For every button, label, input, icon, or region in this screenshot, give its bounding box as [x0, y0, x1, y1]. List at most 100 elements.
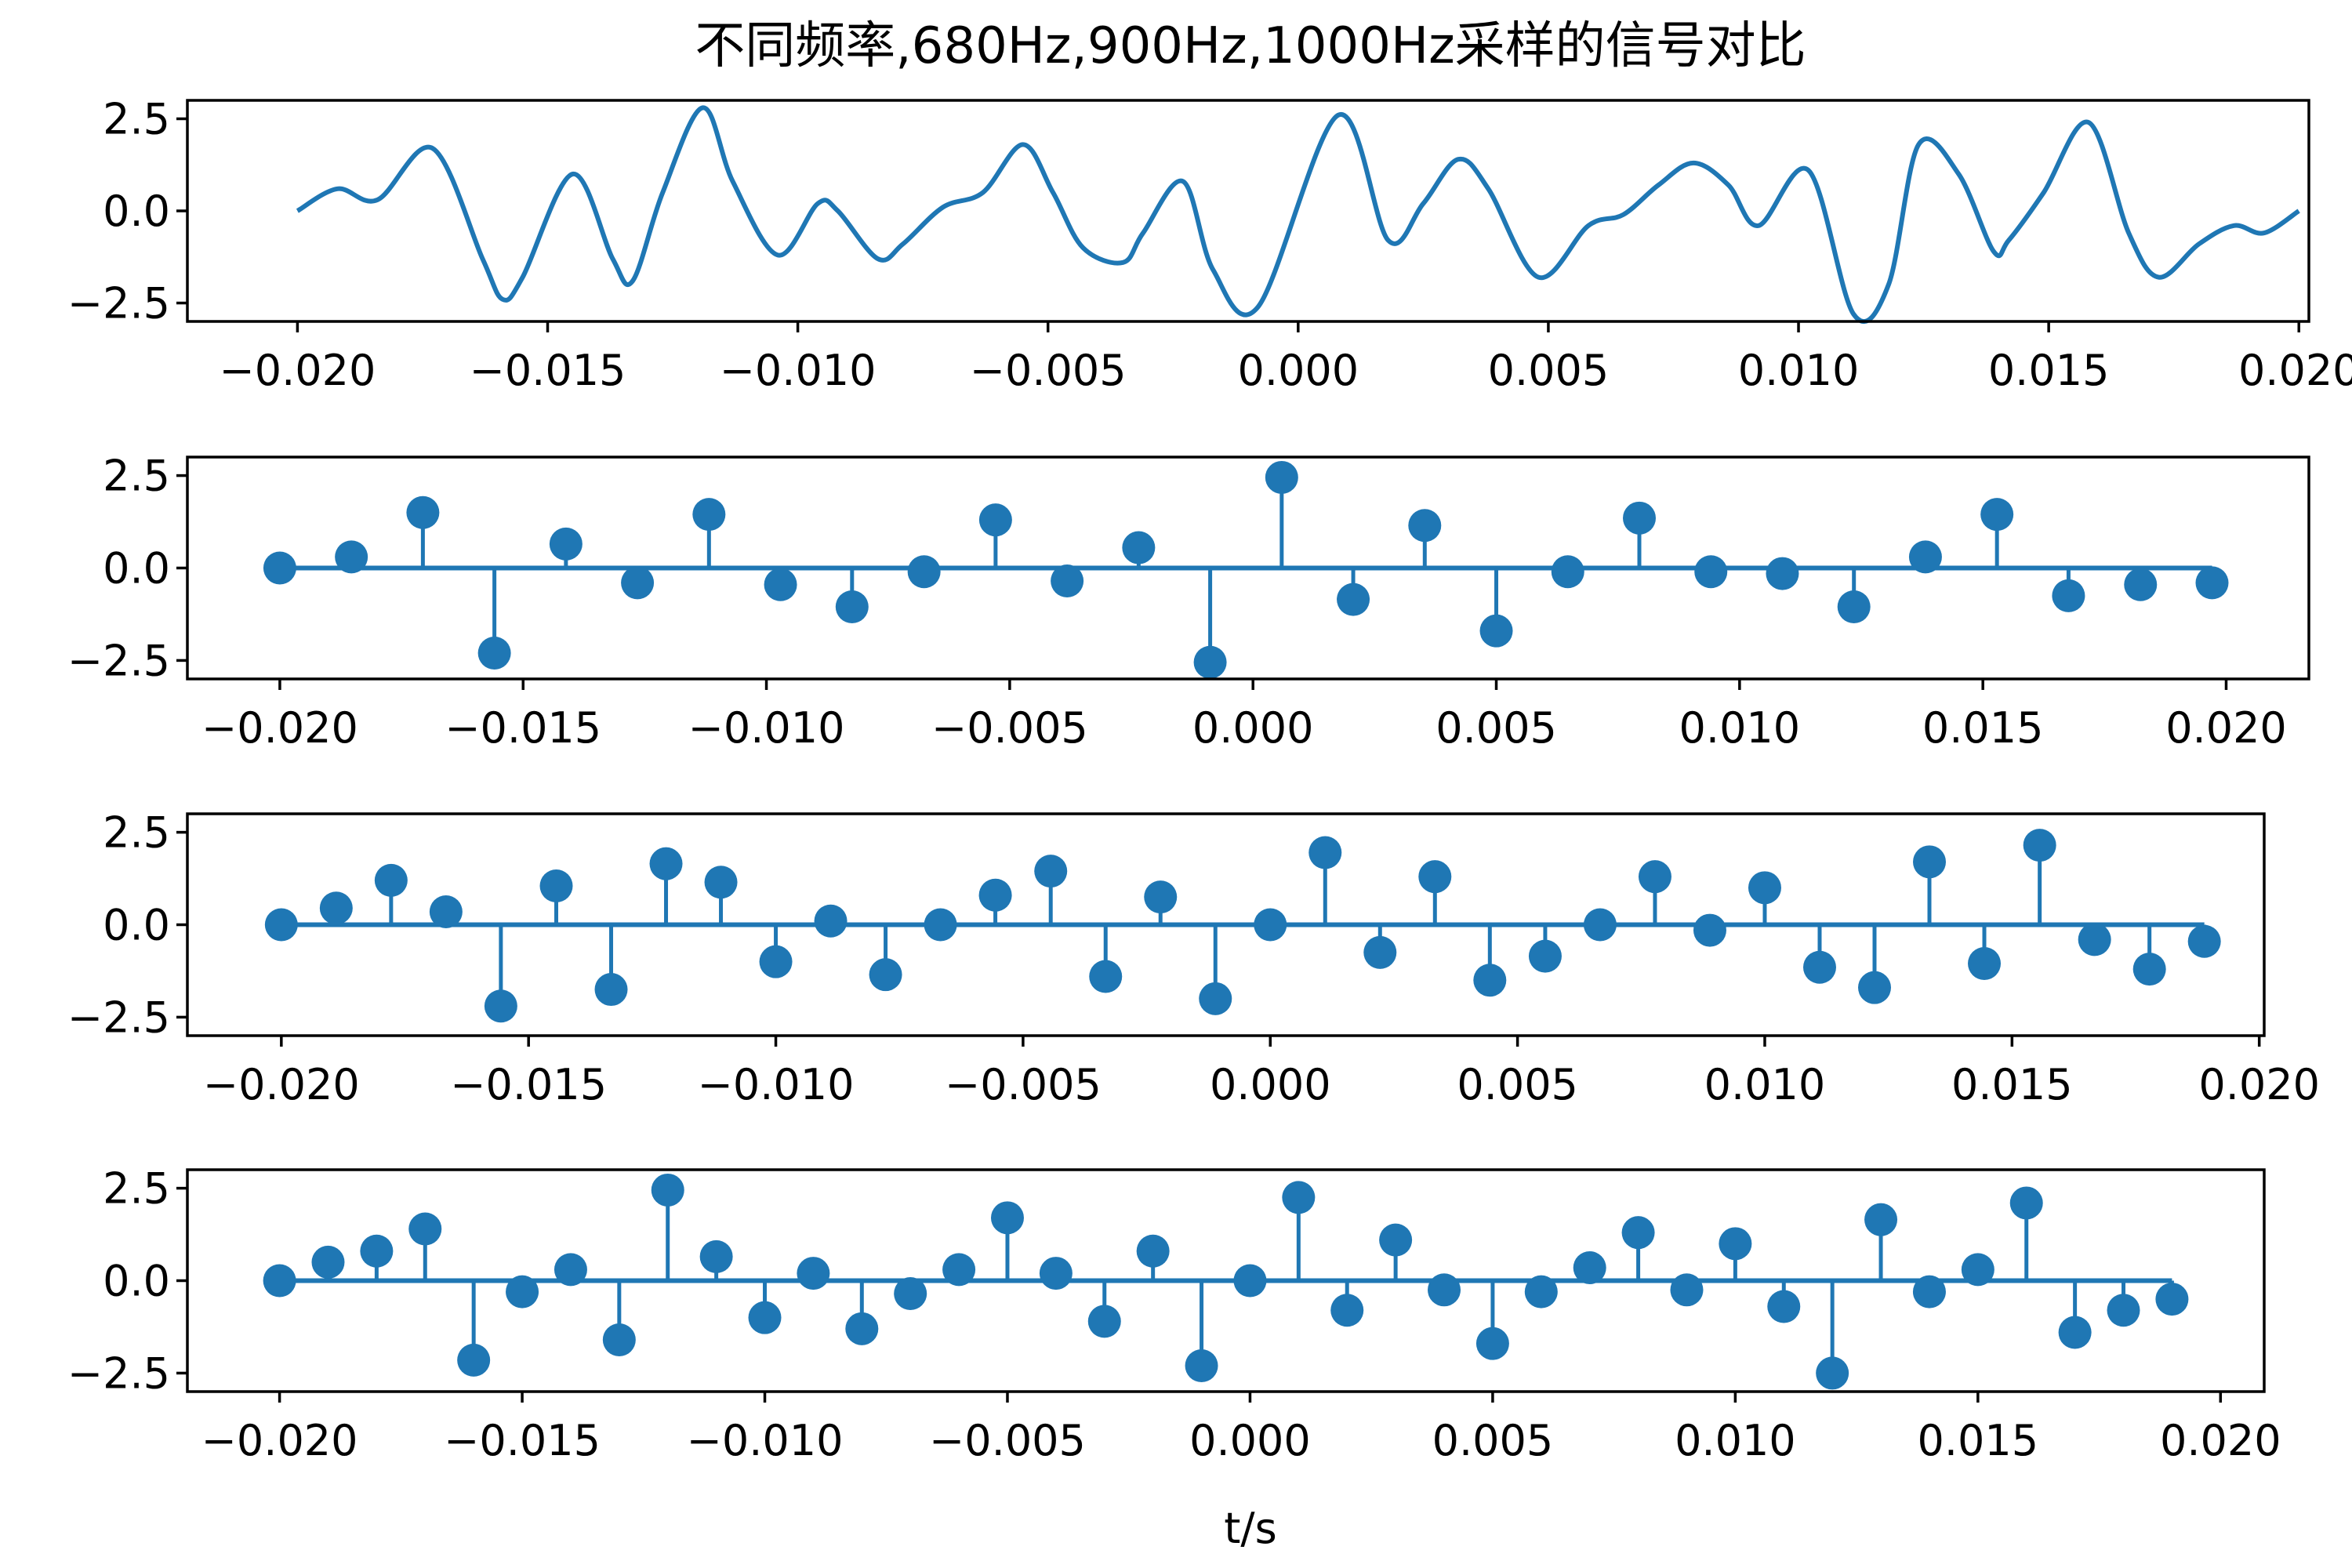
stem-marker [1089, 960, 1123, 993]
stem-marker [549, 527, 583, 561]
x-tick-label: −0.020 [201, 1416, 358, 1465]
stem-marker [621, 566, 655, 600]
stem-marker [2078, 923, 2111, 956]
stem-marker [406, 495, 440, 529]
subplot-2: −0.020 −0.015 −0.010 −0.005 0.000 0.005 0.010 0… [67, 452, 2310, 753]
y-tick-label: 2.5 [103, 808, 170, 858]
subplot-3: −0.020 −0.015 −0.010 −0.005 0.000 0.005 0.010 0… [67, 808, 2320, 1109]
stem-marker [602, 1323, 636, 1356]
stem-marker [506, 1275, 539, 1308]
stem-marker [1039, 1257, 1073, 1290]
stem-marker [1254, 908, 1287, 942]
stem-marker [1528, 939, 1562, 973]
stem-marker [2023, 829, 2056, 862]
x-tick-label: 0.005 [1457, 1060, 1578, 1109]
stem-marker [2124, 568, 2158, 601]
x-tick-label: −0.010 [687, 1416, 844, 1465]
stem-marker [1583, 908, 1617, 942]
stem-marker [1185, 1348, 1218, 1382]
stem-marker [1912, 1275, 1946, 1308]
x-tick-label: −0.020 [219, 346, 376, 395]
stem-marker [1087, 1305, 1121, 1338]
signal-line [296, 105, 2300, 324]
stem-marker [1968, 947, 2002, 981]
stem-marker [1408, 509, 1442, 543]
stem-marker [1837, 590, 1871, 624]
stem-marker [1573, 1250, 1606, 1284]
stem-marker [484, 989, 517, 1023]
y-tick-label: 0.0 [103, 544, 170, 593]
stem-marker [429, 895, 463, 928]
stem-marker [360, 1234, 394, 1268]
stem-marker [764, 568, 797, 601]
stem-marker [477, 636, 511, 670]
stem-marker [835, 590, 869, 624]
stem-marker [1363, 935, 1397, 969]
x-tick-label: −0.005 [929, 1416, 1086, 1465]
stem-marker [797, 1257, 830, 1290]
stem-marker [1308, 836, 1342, 869]
y-tick-label: 0.0 [103, 901, 170, 950]
stem-marker [907, 555, 941, 589]
stem-marker [1766, 557, 1799, 590]
stem-marker [1379, 1223, 1413, 1257]
y-tick-label: 2.5 [103, 95, 170, 144]
stem-marker [651, 1173, 684, 1207]
x-tick-label: 0.015 [1988, 346, 2110, 395]
x-tick-label: 0.000 [1192, 703, 1314, 753]
stem-marker [1864, 1203, 1898, 1236]
y-tick-label: 2.5 [103, 1164, 170, 1214]
y-tick-label: −2.5 [67, 636, 170, 685]
x-tick-label: −0.010 [688, 703, 845, 753]
stem-marker [1473, 964, 1507, 997]
stem-marker [311, 1245, 345, 1279]
x-tick-label: −0.010 [720, 346, 877, 395]
stem-marker [1693, 913, 1726, 947]
x-tick-label: 0.020 [2160, 1416, 2281, 1465]
stem-marker [924, 908, 957, 942]
stem-marker [1475, 1327, 1509, 1360]
y-tick-label: 0.0 [103, 187, 170, 236]
stem-marker [1621, 1216, 1655, 1250]
y-tick-label: −2.5 [67, 279, 170, 328]
stem-marker [1719, 1227, 1752, 1261]
x-tick-label: 0.010 [1675, 1416, 1796, 1465]
x-tick-label: −0.005 [931, 703, 1088, 753]
stem-marker [2052, 579, 2085, 612]
stem-marker [978, 878, 1012, 912]
stem-marker [1428, 1273, 1461, 1307]
x-tick-label: 0.010 [1704, 1060, 1826, 1109]
stem-marker [457, 1343, 491, 1377]
x-tick-label: 0.015 [1922, 703, 2044, 753]
stem-marker [1144, 880, 1178, 914]
stem-marker [1330, 1294, 1364, 1327]
x-tick-label: −0.015 [445, 703, 601, 753]
stem-marker [2195, 566, 2229, 600]
stem-marker [335, 540, 368, 574]
x-axis-label: t/s [1224, 1504, 1277, 1553]
stem-marker [1199, 982, 1232, 1015]
stem-marker [1034, 855, 1068, 888]
y-tick-label: 2.5 [103, 452, 170, 501]
stem-marker [2058, 1316, 2092, 1349]
stem-marker [869, 958, 902, 992]
stem-marker [2132, 953, 2166, 986]
y-tick-label: −2.5 [67, 993, 170, 1042]
x-tick-label: 0.000 [1210, 1060, 1331, 1109]
x-tick-label: −0.020 [201, 703, 358, 753]
subplots: −0.020 −0.015 −0.010 −0.005 0.000 0.005 0.010 0… [67, 95, 2352, 1466]
stem-marker [1337, 583, 1370, 616]
stem-marker [263, 551, 296, 585]
stem-marker [1051, 564, 1084, 598]
x-tick-label: 0.015 [1918, 1416, 2039, 1465]
stem-marker [1551, 555, 1584, 589]
stem-marker [2155, 1283, 2189, 1316]
stem-marker [1418, 860, 1452, 894]
x-tick-label: −0.015 [444, 1416, 601, 1465]
stem-marker [894, 1277, 927, 1311]
x-tick-label: 0.020 [2165, 703, 2287, 753]
stem-marker [1857, 971, 1891, 1004]
stem-marker [1670, 1273, 1704, 1307]
stem-marker [2009, 1186, 2043, 1220]
stem-marker [1282, 1181, 1316, 1214]
